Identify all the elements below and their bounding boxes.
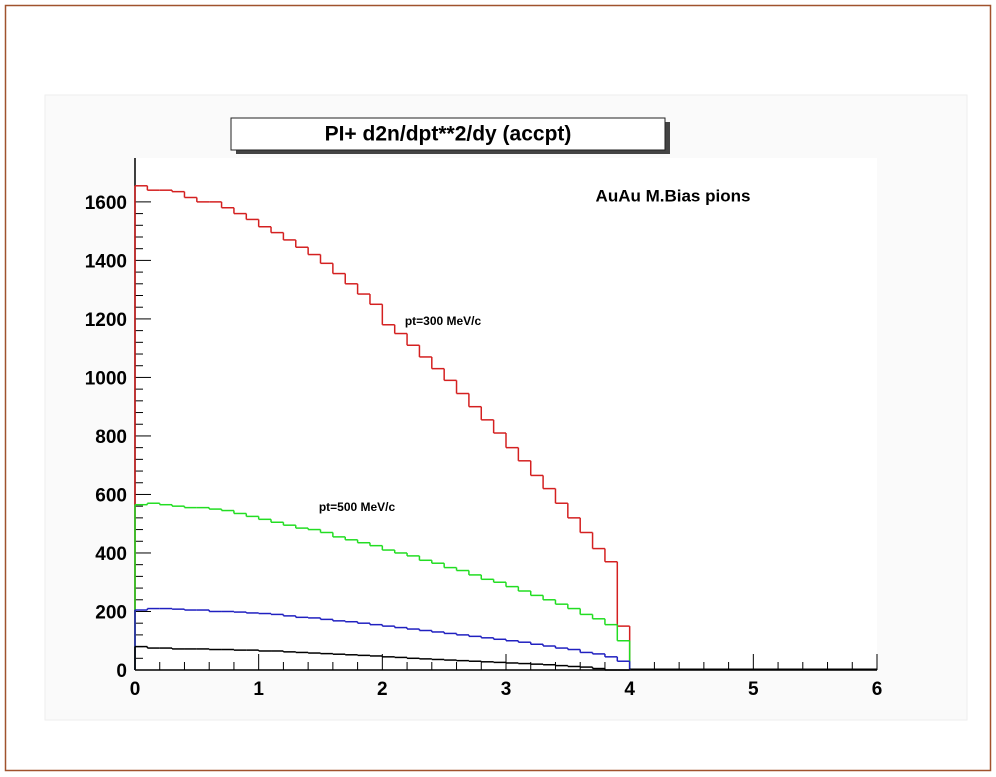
y-tick-label: 800 [95,427,127,448]
y-tick-label: 1000 [85,368,127,389]
plot-area [135,158,877,670]
x-tick-label: 0 [130,679,141,700]
annotation: pt=300 MeV/c [405,314,482,328]
y-tick-label: 200 [95,603,127,624]
annotation: AuAu M.Bias pions [596,186,751,205]
y-tick-label: 0 [116,661,127,682]
x-tick-label: 6 [872,679,883,700]
chart-title: PI+ d2n/dpt**2/dy (accpt) [325,123,572,146]
y-tick-label: 1400 [85,251,127,272]
x-tick-label: 5 [748,679,759,700]
x-tick-label: 2 [377,679,388,700]
annotation: pt=500 MeV/c [319,500,396,514]
x-tick-label: 3 [501,679,512,700]
y-tick-label: 400 [95,544,127,565]
y-tick-label: 600 [95,485,127,506]
title-box [230,117,666,151]
y-tick-label: 1200 [85,310,127,331]
x-tick-label: 1 [253,679,264,700]
y-tick-label: 1600 [85,193,127,214]
x-tick-label: 4 [624,679,635,700]
